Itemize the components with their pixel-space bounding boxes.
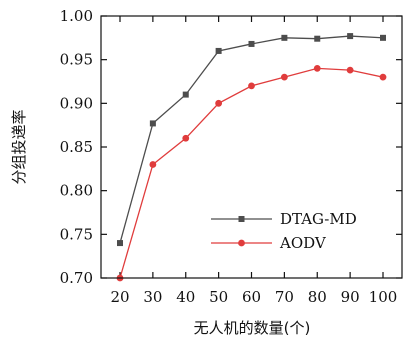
data-point-dtag-md: [314, 35, 321, 42]
data-point-aodv: [248, 82, 255, 90]
legend-label: DTAG-MD: [280, 210, 357, 228]
x-axis-title: 无人机的数量(个): [194, 319, 311, 337]
data-point-dtag-md: [182, 91, 189, 98]
data-point-dtag-md: [347, 33, 354, 40]
data-point-dtag-md: [215, 47, 222, 54]
y-tick-label: 0.85: [60, 138, 93, 156]
y-tick-label: 1.00: [60, 7, 93, 25]
x-tick-label: 70: [275, 288, 294, 306]
x-tick-label: 90: [341, 288, 360, 306]
x-tick-label: 60: [242, 288, 261, 306]
data-point-aodv: [313, 65, 321, 72]
y-tick-label: 0.80: [60, 182, 93, 200]
x-tick-label: 20: [110, 288, 129, 306]
y-tick-label: 0.75: [60, 225, 93, 243]
y-axis-title: 分组投递率: [10, 109, 28, 184]
x-axis-ticks: 20 30 40 50 60 70 80 90 100: [110, 16, 397, 306]
plot-frame: [100, 15, 403, 279]
data-point-aodv: [215, 99, 223, 107]
legend-label: AODV: [279, 234, 327, 252]
y-tick-label: 0.70: [60, 269, 93, 287]
legend-marker: [238, 216, 245, 222]
data-point-dtag-md: [248, 40, 255, 47]
data-point-dtag-md: [281, 34, 288, 41]
x-tick-label: 30: [143, 288, 162, 306]
data-point-dtag-md: [117, 240, 123, 247]
y-tick-label: 0.90: [60, 94, 93, 112]
x-tick-label: 50: [209, 288, 228, 306]
data-point-dtag-md: [380, 34, 386, 41]
series-line-aodv: [119, 67, 384, 279]
x-tick-label: 100: [369, 288, 398, 306]
data-point-aodv: [379, 73, 387, 81]
x-tick-label: 40: [176, 288, 195, 306]
data-point-aodv: [346, 66, 354, 74]
x-tick-label: 80: [308, 288, 327, 306]
data-point-dtag-md: [149, 120, 156, 127]
legend: DTAG-MD AODV: [211, 210, 357, 252]
y-tick-label: 0.95: [60, 51, 93, 69]
data-point-aodv: [182, 134, 190, 142]
legend-marker: [238, 239, 245, 247]
data-point-aodv: [149, 161, 157, 168]
series-group: [116, 33, 387, 282]
data-point-aodv: [280, 73, 288, 81]
